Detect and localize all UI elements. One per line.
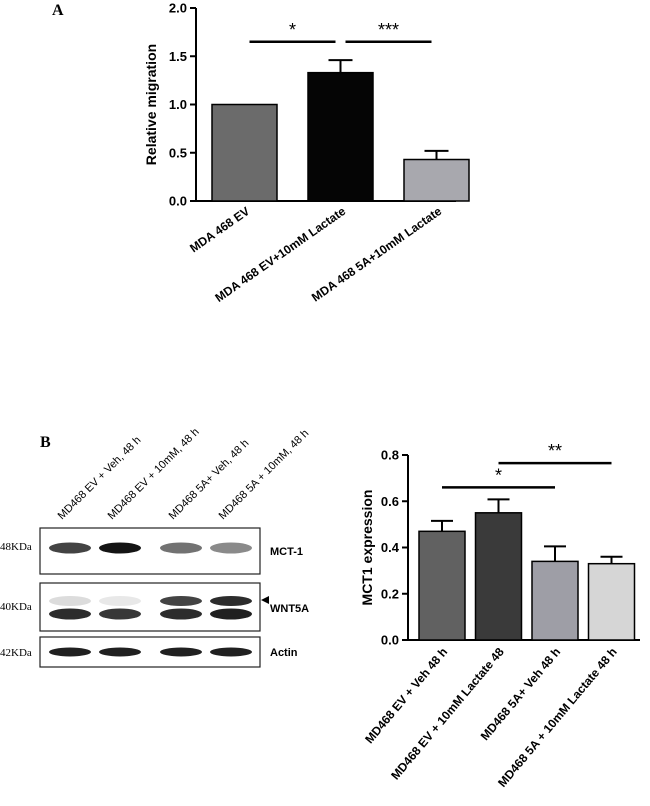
blot-band — [49, 542, 91, 554]
panel-b-label: B — [40, 434, 51, 451]
y-tick-label: 0.5 — [169, 145, 187, 160]
blot-band — [160, 608, 202, 620]
y-tick-label: 0.8 — [381, 448, 399, 463]
bar — [531, 560, 579, 641]
blot-band — [99, 608, 141, 620]
panel-a-label: A — [52, 2, 64, 19]
arrow-icon — [261, 596, 269, 604]
bar — [403, 158, 470, 202]
significance-label: * — [289, 20, 296, 40]
y-tick-label: 0.2 — [381, 586, 399, 601]
blot-band — [99, 542, 141, 554]
protein-label: MCT-1 — [270, 546, 303, 558]
blot-band — [49, 608, 91, 620]
chart-a: 0.0 0.5 1.0 1.5 2.0 Relative migration MDA 468… — [143, 1, 470, 305]
blot-band — [160, 542, 202, 554]
y-tick-label: 1.0 — [169, 97, 187, 112]
blot-band-upper — [49, 596, 91, 606]
kda-label: 42KDa — [0, 647, 32, 659]
chart-b: 0.0 0.2 0.4 0.6 0.8 MCT1 expression MD468 EV +… — [359, 441, 640, 790]
category-label: MDA 468 EV — [187, 204, 252, 255]
blot-band-upper — [99, 596, 141, 606]
blot-panel — [39, 582, 261, 632]
y-tick-label: 0.6 — [381, 494, 399, 509]
y-tick-label: 2.0 — [169, 1, 187, 16]
y-axis-title: Relative migration — [143, 44, 159, 165]
blot-band — [160, 647, 202, 657]
protein-label: Actin — [270, 647, 298, 659]
category-label: MD468 5A + 10mM Lactate 48 h — [495, 645, 620, 790]
lane-label: MD468 5A + 10mM, 48 h — [217, 427, 312, 522]
blot-band — [99, 647, 141, 657]
significance-label: ** — [548, 441, 562, 461]
blot-band — [49, 647, 91, 657]
protein-label: WNT5A — [270, 603, 309, 615]
category-label: MD468 EV + 10mM Lactate 48 — [388, 645, 507, 783]
bar — [307, 71, 374, 202]
y-tick-label: 0.0 — [169, 194, 187, 209]
y-tick-label: 0.4 — [381, 540, 400, 555]
blot-band-upper — [210, 596, 252, 606]
significance-label: * — [495, 465, 502, 485]
kda-label: 40KDa — [0, 601, 32, 613]
y-tick-label: 0.0 — [381, 633, 399, 648]
bar — [587, 562, 636, 641]
lane-label: MD468 EV + Veh, 48 h — [56, 434, 144, 522]
blot-band — [210, 608, 252, 620]
significance-label: *** — [378, 20, 399, 40]
bar — [418, 530, 466, 641]
blot-band — [210, 542, 252, 554]
bar — [211, 103, 278, 202]
y-tick-label: 1.5 — [169, 49, 187, 64]
kda-label: 48KDa — [0, 541, 32, 553]
bar — [474, 512, 523, 641]
blot-band-upper — [160, 596, 202, 606]
blot-band — [210, 647, 252, 657]
y-axis-title: MCT1 expression — [359, 490, 375, 606]
